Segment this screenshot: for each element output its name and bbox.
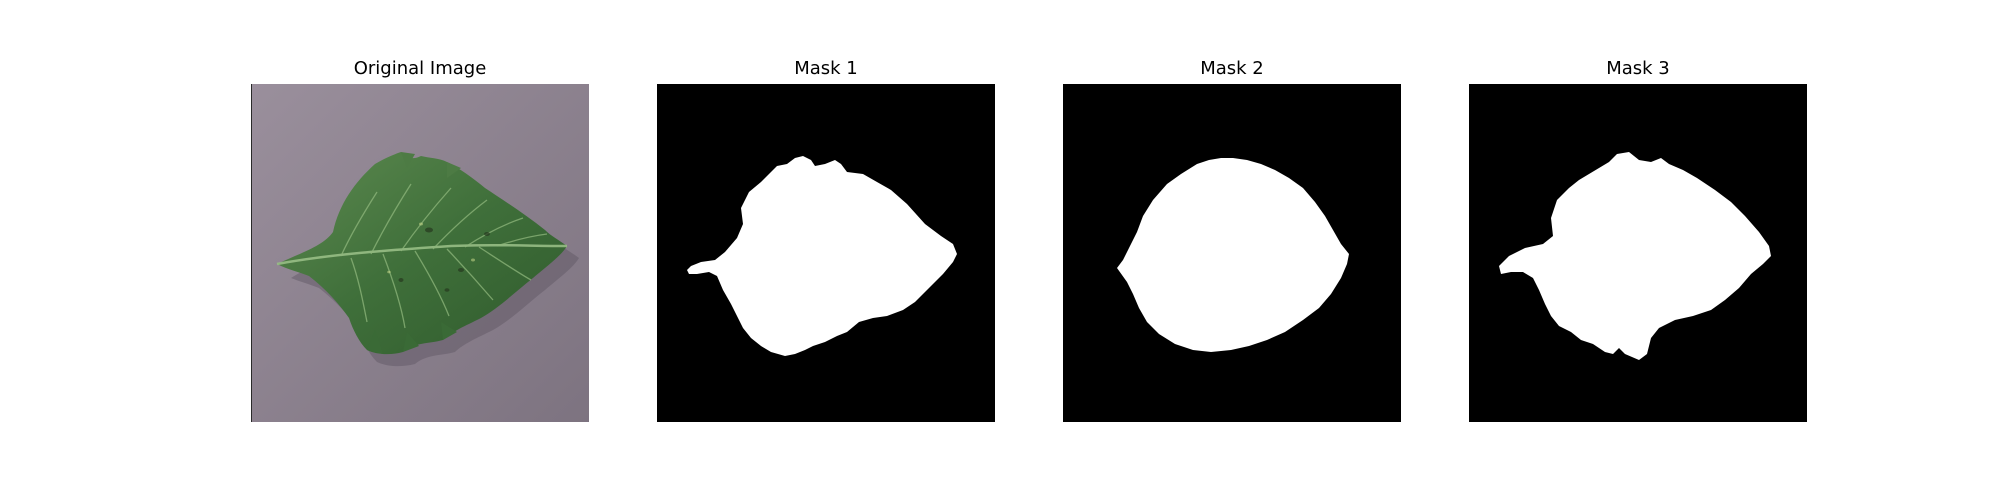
original-image — [251, 84, 589, 422]
panel-mask-3: Mask 3 — [1469, 0, 1807, 500]
mask-2-image — [1063, 84, 1401, 422]
mask-shape — [687, 156, 957, 356]
panel-mask-1: Mask 1 — [657, 0, 995, 500]
leaf — [277, 152, 567, 355]
mask-shape — [1499, 152, 1771, 360]
mask-1-image — [657, 84, 995, 422]
panel-original: Original Image — [251, 0, 589, 500]
panel-title: Mask 1 — [794, 58, 858, 79]
panel-title: Mask 3 — [1606, 58, 1670, 79]
panel-title: Original Image — [353, 58, 487, 79]
mask-shape — [1117, 158, 1349, 352]
mask-3-image — [1469, 84, 1807, 422]
leaf-midrib — [276, 243, 568, 266]
panel-title: Mask 2 — [1200, 58, 1264, 79]
panel-mask-2: Mask 2 — [1063, 0, 1401, 500]
